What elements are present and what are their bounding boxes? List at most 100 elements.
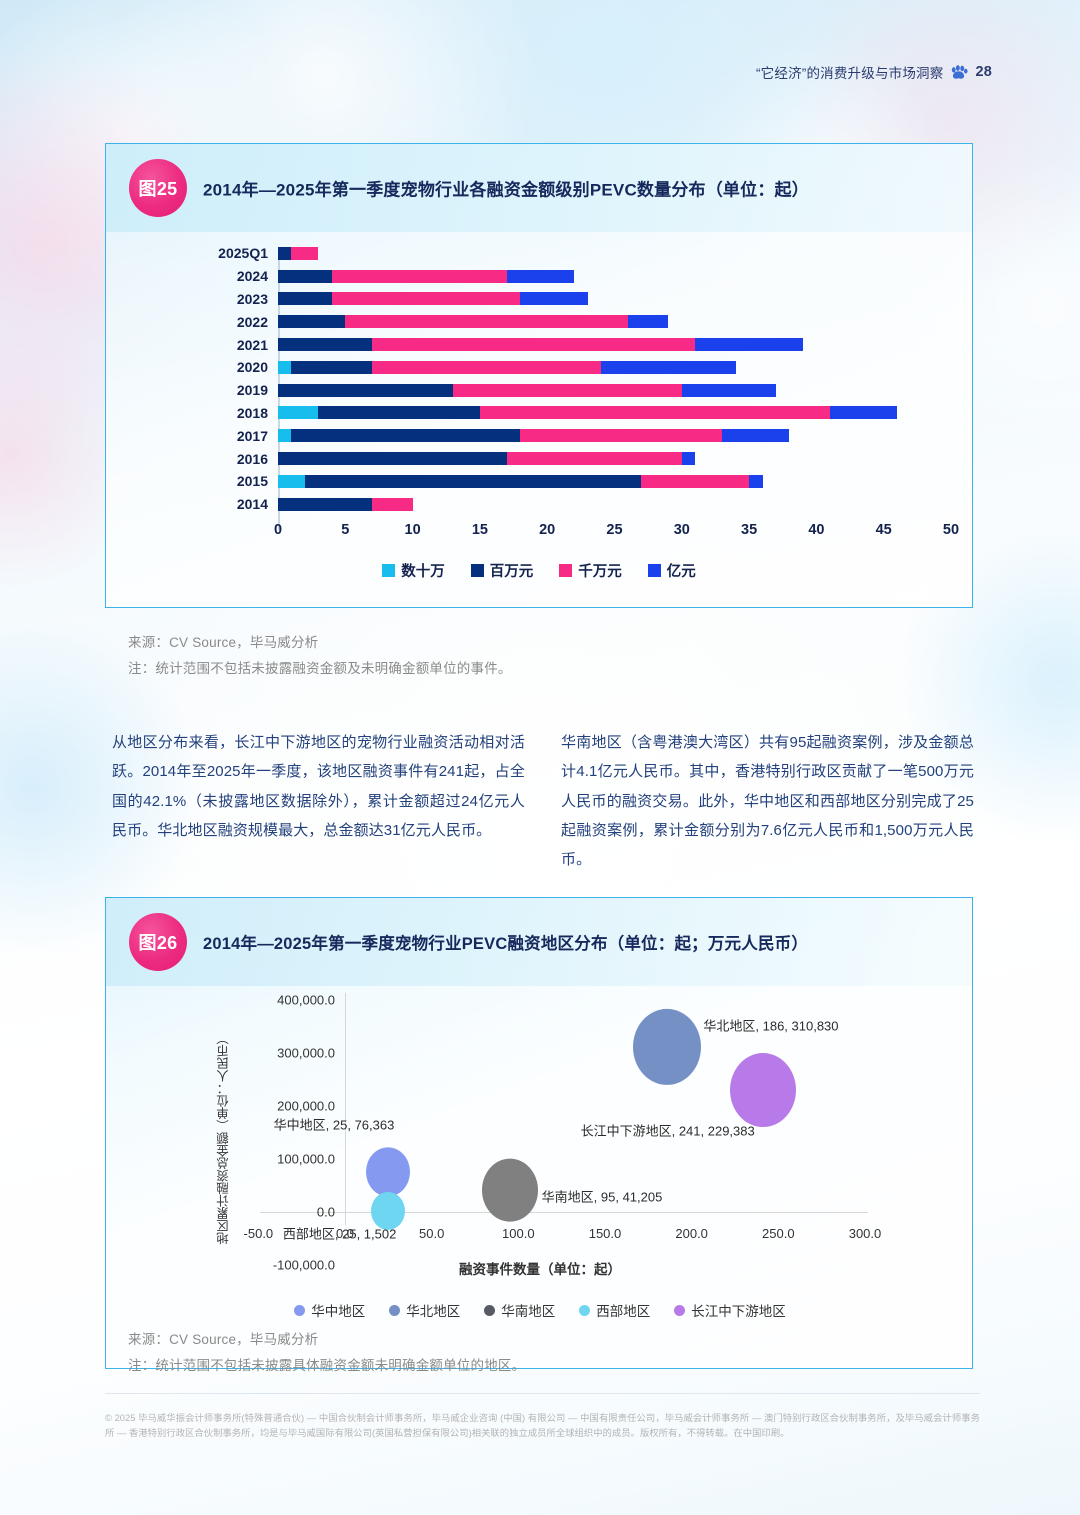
- bubble-legend-dot-icon: [294, 1304, 306, 1316]
- page-number: 28: [975, 64, 992, 80]
- bar-segment-亿元: [695, 338, 803, 352]
- bar-category-label: 2018: [236, 404, 268, 421]
- bubble-西部地区[interactable]: [371, 1192, 406, 1231]
- bubble-x-tick: 100.0: [502, 1226, 535, 1241]
- bubble-chart-y-axis-line: [345, 993, 347, 1225]
- bubble-x-tick: 250.0: [762, 1226, 795, 1241]
- bar-segment-百万元: [278, 315, 346, 329]
- bar-x-tick: 15: [471, 521, 488, 538]
- bubble-chart-x-axis-title: 融资事件数量（单位：起）: [459, 1262, 621, 1277]
- legend-swatch-icon: [470, 563, 484, 577]
- bar-segment-百万元: [278, 338, 373, 352]
- bar-track: [278, 429, 951, 443]
- bar-x-tick: 45: [875, 521, 892, 538]
- bar-row: 2017: [237, 424, 972, 447]
- bar-segment-数十万: [278, 474, 305, 488]
- bar-category-label: 2015: [236, 473, 268, 490]
- figure-25-notes: 来源：CV Source，毕马威分析 注：统计范围不包括未披露融资金额及未明确金…: [128, 630, 512, 681]
- bar-segment-数十万: [278, 429, 292, 443]
- bar-track: [278, 246, 951, 260]
- bar-x-tick: 20: [539, 521, 556, 538]
- bubble-legend-item-华南地区[interactable]: 华南地区: [484, 1300, 555, 1320]
- figure-25-header: 图25 2014年—2025年第一季度宠物行业各融资金额级别PEVC数量分布（单…: [106, 144, 972, 232]
- bar-segment-千万元: [291, 246, 319, 260]
- header-title: “它经济”的消费升级与市场洞察: [755, 66, 944, 81]
- bar-row: 2023: [237, 288, 972, 311]
- bar-segment-百万元: [278, 383, 453, 397]
- bar-segment-百万元: [291, 360, 373, 374]
- bubble-y-tick: 400,000.0: [277, 992, 335, 1008]
- figure-25-note: 注：统计范围不包括未披露融资金额及未明确金额单位的事件。: [128, 660, 512, 676]
- bar-segment-亿元: [681, 383, 776, 397]
- bar-row: 2022: [237, 310, 972, 333]
- bubble-x-tick: 200.0: [675, 1226, 708, 1241]
- bubble-legend-item-长江中下游地区[interactable]: 长江中下游地区: [674, 1300, 786, 1320]
- bar-track: [278, 452, 951, 466]
- bar-segment-千万元: [345, 315, 628, 329]
- figure-26-header: 图26 2014年—2025年第一季度宠物行业PEVC融资地区分布（单位：起；万…: [106, 898, 972, 986]
- bubble-label-华北地区: 华北地区, 186, 310,830: [703, 1018, 839, 1034]
- bar-segment-千万元: [331, 292, 521, 306]
- legend-label: 千万元: [578, 563, 622, 580]
- body-column-left: 从地区分布来看，长江中下游地区的宠物行业融资活动相对活跃。2014年至2025年…: [112, 728, 525, 874]
- legend-item-数十万[interactable]: 数十万: [382, 560, 445, 581]
- bar-segment-百万元: [278, 292, 332, 306]
- bar-segment-千万元: [506, 452, 682, 466]
- legend-item-百万元[interactable]: 百万元: [470, 560, 533, 581]
- bar-segment-亿元: [749, 474, 763, 488]
- bubble-label-华南地区: 华南地区, 95, 41,205: [541, 1189, 663, 1205]
- bar-segment-千万元: [331, 269, 507, 283]
- body-text: 从地区分布来看，长江中下游地区的宠物行业融资活动相对活跃。2014年至2025年…: [112, 728, 974, 874]
- bar-segment-百万元: [278, 269, 332, 283]
- bubble-x-tick: 300.0: [848, 1226, 882, 1241]
- bubble-华北地区[interactable]: [633, 1009, 702, 1086]
- legend-item-千万元[interactable]: 千万元: [559, 560, 622, 581]
- bar-row: 2018: [237, 402, 972, 425]
- bar-segment-亿元: [681, 452, 696, 466]
- bar-segment-百万元: [278, 452, 507, 466]
- bubble-label-华中地区: 华中地区, 25, 76,363: [273, 1117, 395, 1133]
- bar-row: 2020: [237, 356, 972, 379]
- bar-category-label: 2021: [236, 336, 268, 353]
- bar-chart-x-axis: 0 5 10 15 20 25 30 35 40 45 50: [274, 520, 959, 546]
- figure-26-title: 2014年—2025年第一季度宠物行业PEVC融资地区分布（单位：起；万元人民币…: [203, 935, 809, 953]
- figure-25-title: 2014年—2025年第一季度宠物行业各融资金额级别PEVC数量分布（单位：起）: [203, 180, 809, 200]
- bubble-legend-label: 华北地区: [406, 1304, 461, 1319]
- bar-segment-千万元: [641, 474, 750, 488]
- bar-track: [278, 292, 951, 306]
- footer-copyright: © 2025 毕马威华振会计师事务所(特殊普通合伙) — 中国合伙制会计师事务所…: [105, 1413, 980, 1439]
- figure-26-note: 注：统计范围不包括未披露具体融资金额未明确金额单位的地区。: [128, 1357, 526, 1373]
- bar-row: 2021: [237, 333, 972, 356]
- page-header: “它经济”的消费升级与市场洞察 28: [756, 62, 992, 82]
- bubble-华南地区[interactable]: [481, 1158, 538, 1222]
- bar-track: [278, 269, 951, 283]
- legend-item-亿元[interactable]: 亿元: [647, 560, 696, 581]
- bar-x-tick: 50: [942, 521, 960, 538]
- bar-segment-亿元: [520, 292, 588, 306]
- figure-26-notes: 来源：CV Source，毕马威分析 注：统计范围不包括未披露具体融资金额未明确…: [128, 1327, 525, 1378]
- bubble-legend-item-华中地区[interactable]: 华中地区: [294, 1300, 365, 1320]
- bubble-label-长江中下游地区: 长江中下游地区, 241, 229,383: [580, 1123, 755, 1139]
- bubble-长江中下游地区[interactable]: [729, 1053, 796, 1128]
- bar-x-tick: 35: [741, 521, 758, 538]
- bar-track: [278, 338, 951, 352]
- bar-segment-千万元: [372, 497, 413, 511]
- legend-label: 数十万: [401, 563, 445, 580]
- bubble-x-tick: 50.0: [419, 1226, 445, 1241]
- bubble-legend-item-西部地区[interactable]: 西部地区: [579, 1300, 650, 1320]
- bar-segment-百万元: [304, 474, 642, 488]
- footer-divider: [105, 1393, 980, 1394]
- bar-x-tick: 10: [404, 521, 421, 538]
- bar-category-label: 2020: [236, 359, 268, 376]
- figure-25-source: 来源：CV Source，毕马威分析: [128, 635, 319, 650]
- bar-segment-千万元: [479, 406, 830, 420]
- bar-segment-亿元: [829, 406, 898, 420]
- bubble-y-tick: 100,000.0: [277, 1151, 335, 1167]
- bubble-legend-label: 长江中下游地区: [691, 1304, 786, 1319]
- bubble-x-tick: 150.0: [588, 1226, 622, 1241]
- bar-row: 2024: [237, 265, 972, 288]
- footer: © 2025 毕马威华振会计师事务所(特殊普通合伙) — 中国合伙制会计师事务所…: [105, 1411, 980, 1442]
- bar-track: [278, 360, 951, 374]
- bubble-华中地区[interactable]: [366, 1146, 411, 1197]
- bubble-legend-item-华北地区[interactable]: 华北地区: [389, 1300, 460, 1320]
